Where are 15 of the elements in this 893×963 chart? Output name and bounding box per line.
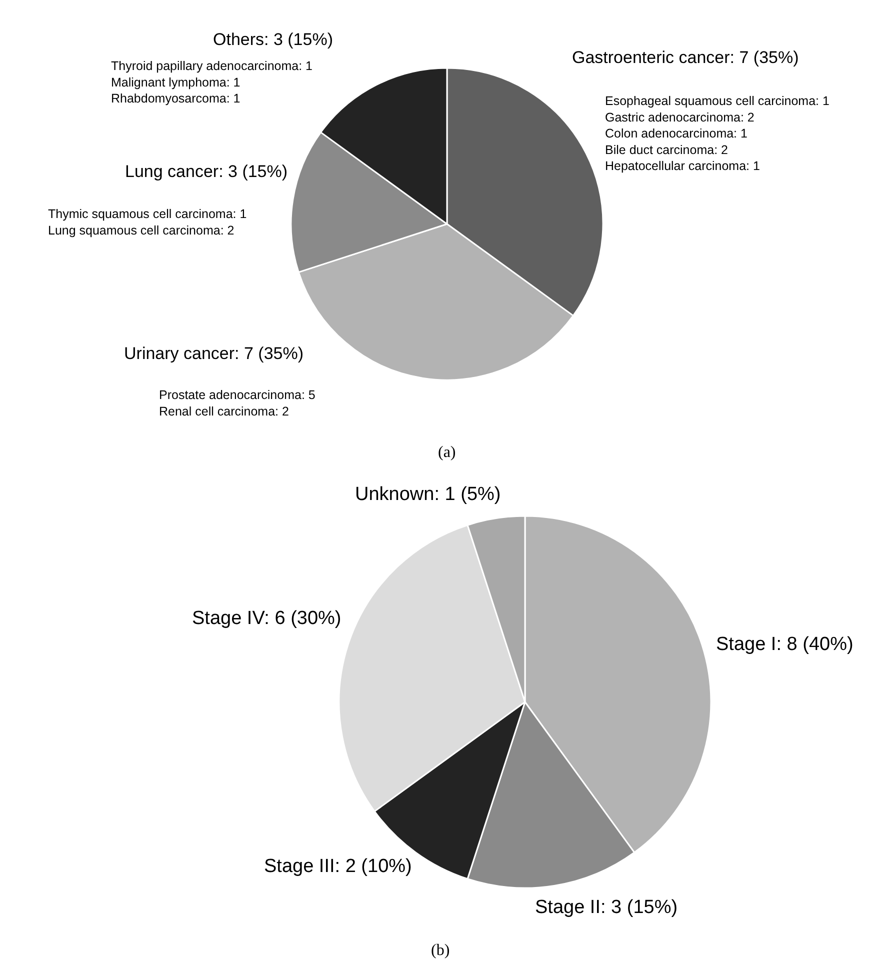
text: (b) [431,942,450,959]
text: Esophageal squamous cell carcinoma: 1 Gastric adenocarcinoma: 2 Colon adenocarcinoma: 1 Bile duct carcinoma: 2 Hepatocellular carcinoma: 1 [605,94,830,173]
slice-label: Stage III: 2 (10%) [264,856,412,877]
text: Prostate adenocarcinoma: 5 Renal cell carcinoma: 2 [159,388,316,418]
slice-label: Lung cancer: 3 (15%) [125,162,288,181]
slice-label: Gastroenteric cancer: 7 (35%) [572,48,799,67]
slice-label: Stage II: 3 (15%) [535,897,678,918]
slice-label: Stage I: 8 (40%) [716,634,854,655]
slice-label: Unknown: 1 (5%) [355,484,501,505]
slice-label: Stage IV: 6 (30%) [192,608,342,629]
slice-label: Urinary cancer: 7 (35%) [124,344,304,363]
text: Thymic squamous cell carcinoma: 1 Lung squamous cell carcinoma: 2 [48,207,247,238]
text: Thyroid papillary adenocarcinoma: 1 Malignant lymphoma: 1 Rhabdomyosarcoma: 1 [111,59,313,106]
slice-label: Others: 3 (15%) [213,30,333,49]
text: (a) [438,444,456,461]
